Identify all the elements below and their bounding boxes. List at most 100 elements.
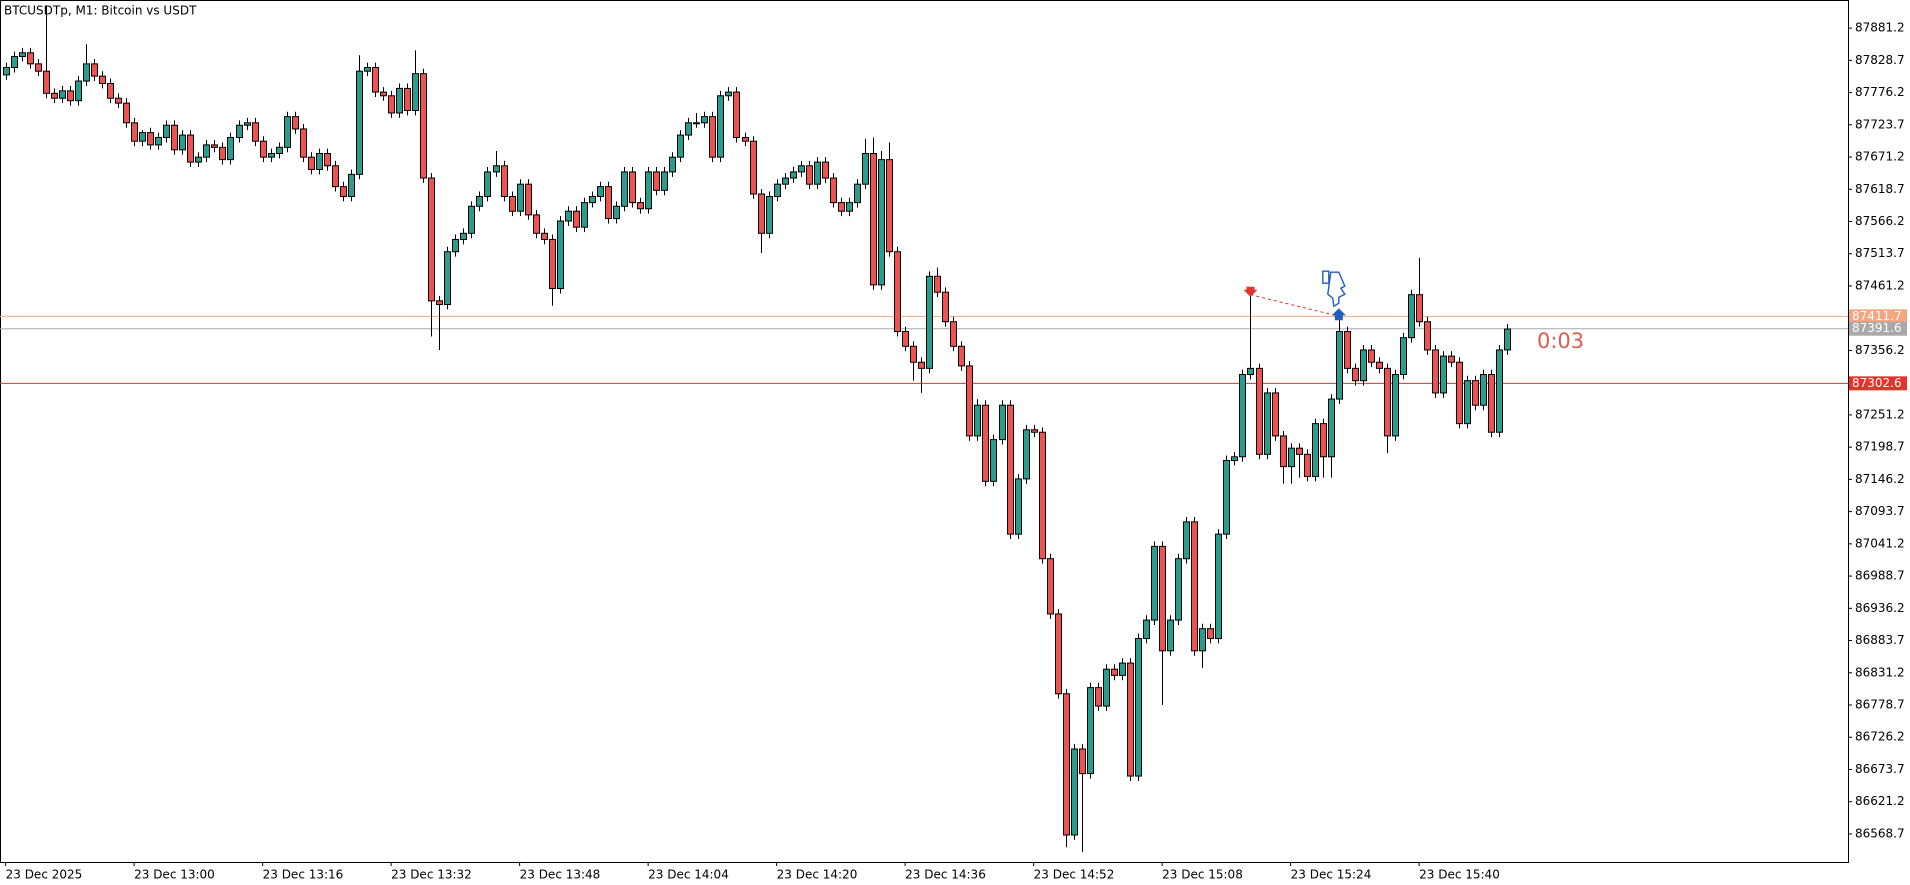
candle-body (75, 80, 82, 102)
candle-body (597, 186, 604, 197)
candle-body (1175, 558, 1182, 621)
candle-body (693, 122, 700, 125)
candle-body (444, 251, 451, 306)
y-tick-label: 86936.2 (1855, 601, 1905, 615)
candle-body (605, 186, 612, 220)
candle-body (517, 183, 524, 212)
candle-body (1207, 628, 1214, 640)
price-label: 87411.7 (1852, 309, 1902, 323)
candle-body (709, 116, 716, 158)
y-tick-label: 86883.7 (1855, 633, 1905, 647)
y-tick-label: 86988.7 (1855, 569, 1905, 583)
candle-body (107, 82, 114, 99)
price-label-box (1849, 321, 1907, 336)
candle-body (332, 165, 339, 188)
candle-body (1159, 545, 1166, 652)
candle-body (669, 156, 676, 173)
candle-body (163, 124, 170, 139)
y-tick-label: 87356.2 (1855, 343, 1905, 357)
candle-body (894, 251, 901, 333)
plot-frame (0, 0, 1849, 863)
y-tick-label: 87461.2 (1855, 278, 1905, 292)
x-tick-label: 23 Dec 14:52 (1034, 868, 1115, 882)
y-tick-label: 87093.7 (1855, 504, 1905, 518)
candle-body (1448, 355, 1455, 363)
candle-body (910, 345, 917, 363)
candle-body (982, 404, 989, 482)
price-label: 87302.6 (1852, 376, 1902, 390)
candle-body (565, 210, 572, 222)
candle-body (211, 144, 218, 148)
candle-body (3, 67, 10, 76)
candle-body (822, 161, 829, 179)
candle-body (1392, 374, 1399, 437)
candle-body (1312, 423, 1319, 477)
candle-body (1095, 687, 1102, 707)
candle-body (1119, 662, 1126, 676)
candle-body (846, 202, 853, 212)
candle-body (1296, 447, 1303, 455)
candle-body (766, 195, 773, 234)
candle-body (203, 144, 210, 158)
candle-body (677, 134, 684, 158)
candle-body (292, 116, 299, 130)
y-tick-label: 87828.7 (1855, 53, 1905, 67)
candle-body (468, 205, 475, 234)
candle-body (549, 238, 556, 290)
candle-body (91, 63, 98, 77)
candle-body (348, 173, 355, 197)
candle-body (790, 171, 797, 179)
candle-body (1496, 349, 1503, 433)
candle-body (1440, 355, 1447, 394)
candle-body (476, 195, 483, 207)
candle-body (1384, 367, 1391, 437)
candle-body (1432, 349, 1439, 394)
candle-body (268, 152, 275, 158)
candle-body (701, 116, 708, 124)
candle-body (1400, 337, 1407, 376)
candle-body (51, 92, 58, 99)
candle-body (589, 195, 596, 204)
candle-body (460, 232, 467, 240)
candle-body (1424, 321, 1431, 351)
candle-body (187, 134, 194, 163)
candle-body (629, 171, 636, 204)
candle-body (717, 95, 724, 158)
candle-body (999, 404, 1006, 441)
candle-body (758, 193, 765, 234)
candle-body (1191, 521, 1198, 652)
candle-body (227, 137, 234, 161)
candle-body (1167, 619, 1174, 652)
thumbs-down-icon (1322, 270, 1346, 308)
y-tick-label: 87566.2 (1855, 214, 1905, 228)
candle-body (1183, 521, 1190, 560)
candle-body (1480, 374, 1487, 406)
candle-body (1264, 392, 1271, 455)
candle-body (653, 171, 660, 191)
candle-body (308, 156, 315, 170)
candle-body (11, 55, 18, 69)
x-tick-label: 23 Dec 14:36 (905, 868, 986, 882)
candle-body (364, 67, 371, 72)
candle-body (1408, 294, 1415, 339)
x-tick-label: 23 Dec 14:04 (648, 868, 729, 882)
x-tick-label: 23 Dec 13:32 (391, 868, 472, 882)
candle-body (155, 137, 162, 146)
x-tick-label: 23 Dec 13:00 (134, 868, 215, 882)
candle-body (1215, 533, 1222, 640)
y-tick-label: 87671.2 (1855, 150, 1905, 164)
candle-body (1376, 361, 1383, 369)
candle-body (1063, 693, 1070, 836)
x-tick-label: 23 Dec 15:08 (1162, 868, 1243, 882)
candle-body (685, 122, 692, 136)
candle-body (541, 232, 548, 240)
candle-body (1087, 687, 1094, 775)
candle-body (1031, 429, 1038, 433)
y-tick-label: 86831.2 (1855, 665, 1905, 679)
candle-body (372, 67, 379, 93)
candle-body (886, 159, 893, 253)
candle-body (1464, 380, 1471, 425)
candle-body (533, 214, 540, 234)
price-label: 87391.6 (1852, 321, 1902, 335)
